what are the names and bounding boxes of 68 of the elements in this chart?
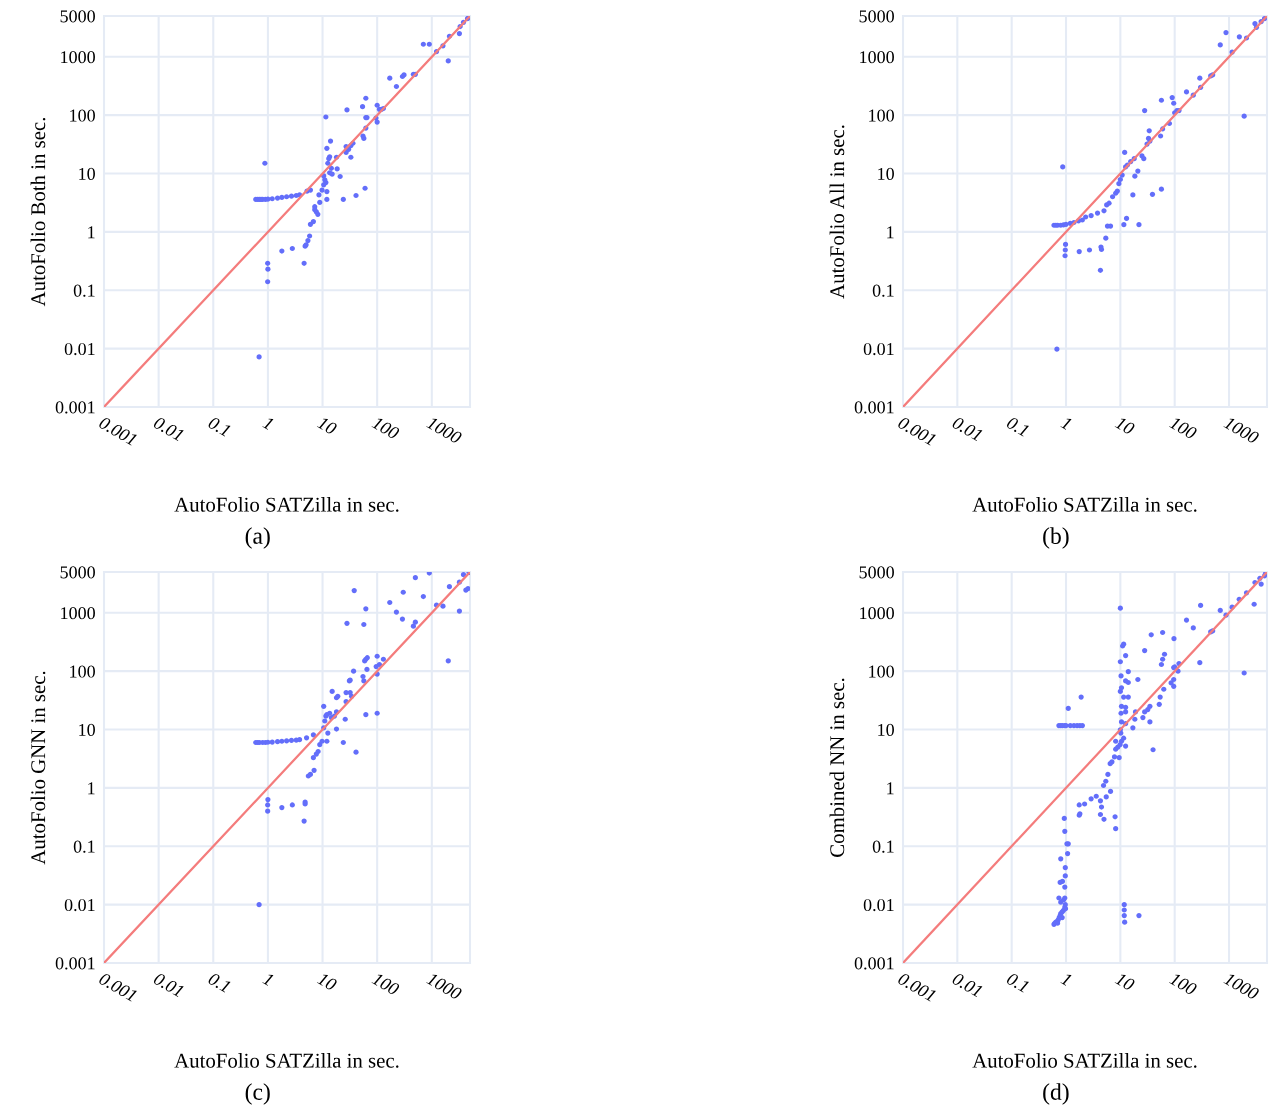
y-tick-label: 5000	[60, 10, 95, 23]
y-tick-label: 0.01	[64, 898, 95, 912]
x-tick-label: 1000	[426, 972, 463, 1001]
text: (d)	[1043, 1083, 1069, 1105]
y-tick-label: 0.01	[64, 342, 95, 356]
x-tick-label: 1	[1060, 416, 1072, 430]
y-tick-label: 1	[887, 226, 894, 239]
x-tick-label: 0.1	[207, 416, 231, 437]
x-tick-label: 0.1	[1005, 972, 1030, 993]
y-tick-label: 5000	[859, 10, 894, 23]
x-tick-label: 1000	[1223, 416, 1260, 445]
y-tick-label: 1000	[860, 607, 894, 620]
y-tick-label: 10	[878, 723, 894, 736]
y-tick-label: 0.1	[73, 840, 95, 853]
y-tick-label: 100	[869, 109, 894, 122]
x-tick-label: 10	[1114, 416, 1136, 436]
x-tick-label: 10	[1114, 972, 1136, 992]
x-tick-label: 1	[262, 972, 274, 986]
x-tick-label: 0.1	[1005, 416, 1030, 437]
y-axis-title: AutoFolio GNN in sec.	[30, 671, 46, 865]
x-tick-label: 1000	[1223, 972, 1260, 1001]
y-tick-label: 5000	[60, 566, 95, 579]
y-tick-label: 0.001	[854, 401, 894, 414]
x-tick-label: 100	[371, 972, 401, 996]
y-tick-label: 0.1	[872, 840, 894, 853]
x-tick-label: 100	[1168, 416, 1198, 440]
x-axis-title: AutoFolio SATZilla in sec.	[972, 497, 1197, 512]
x-tick-label: 10	[316, 972, 338, 992]
y-tick-label: 1	[887, 782, 894, 795]
y-tick-label: 10	[878, 167, 894, 180]
x-tick-label: 100	[371, 416, 401, 440]
text: (c)	[245, 1083, 270, 1105]
y-tick-label: 0.1	[872, 284, 894, 297]
y-tick-label: 0.1	[73, 284, 95, 297]
y-tick-label: 1000	[61, 607, 95, 620]
y-tick-label: 5000	[859, 566, 894, 579]
x-axis-title: AutoFolio SATZilla in sec.	[174, 497, 399, 512]
y-tick-label: 100	[70, 665, 95, 678]
y-tick-label: 1000	[860, 51, 894, 64]
x-tick-label: 0.01	[951, 972, 983, 998]
text: (a)	[245, 527, 270, 549]
x-tick-label: 0.01	[951, 416, 983, 442]
y-tick-label: 1	[88, 226, 95, 239]
text: (b)	[1043, 527, 1069, 549]
y-tick-label: 0.001	[55, 401, 95, 414]
x-axis-title: AutoFolio SATZilla in sec.	[972, 1053, 1197, 1068]
x-tick-label: 0.01	[152, 416, 185, 442]
y-tick-label: 10	[79, 167, 95, 180]
y-tick-label: 100	[869, 665, 894, 678]
y-tick-label: 1000	[61, 51, 95, 64]
x-tick-label: 100	[1168, 972, 1198, 996]
y-tick-label: 0.01	[863, 342, 894, 356]
x-tick-label: 1000	[426, 416, 463, 445]
x-tick-label: 1	[262, 416, 274, 430]
x-axis-title: AutoFolio SATZilla in sec.	[174, 1053, 399, 1068]
y-tick-label: 10	[79, 723, 95, 736]
x-tick-label: 0.1	[207, 972, 231, 993]
y-tick-label: 1	[88, 782, 95, 795]
y-axis-title: Combined NN in sec.	[829, 678, 845, 857]
y-tick-label: 0.001	[55, 957, 95, 970]
x-tick-label: 1	[1060, 972, 1072, 986]
y-tick-label: 0.01	[863, 898, 894, 912]
y-axis-title: AutoFolio All in sec.	[829, 125, 845, 299]
y-axis-title: AutoFolio Both in sec.	[30, 117, 46, 307]
x-tick-label: 0.01	[152, 972, 185, 998]
x-tick-label: 10	[316, 416, 338, 436]
y-tick-label: 100	[70, 109, 95, 122]
y-tick-label: 0.001	[854, 957, 894, 970]
